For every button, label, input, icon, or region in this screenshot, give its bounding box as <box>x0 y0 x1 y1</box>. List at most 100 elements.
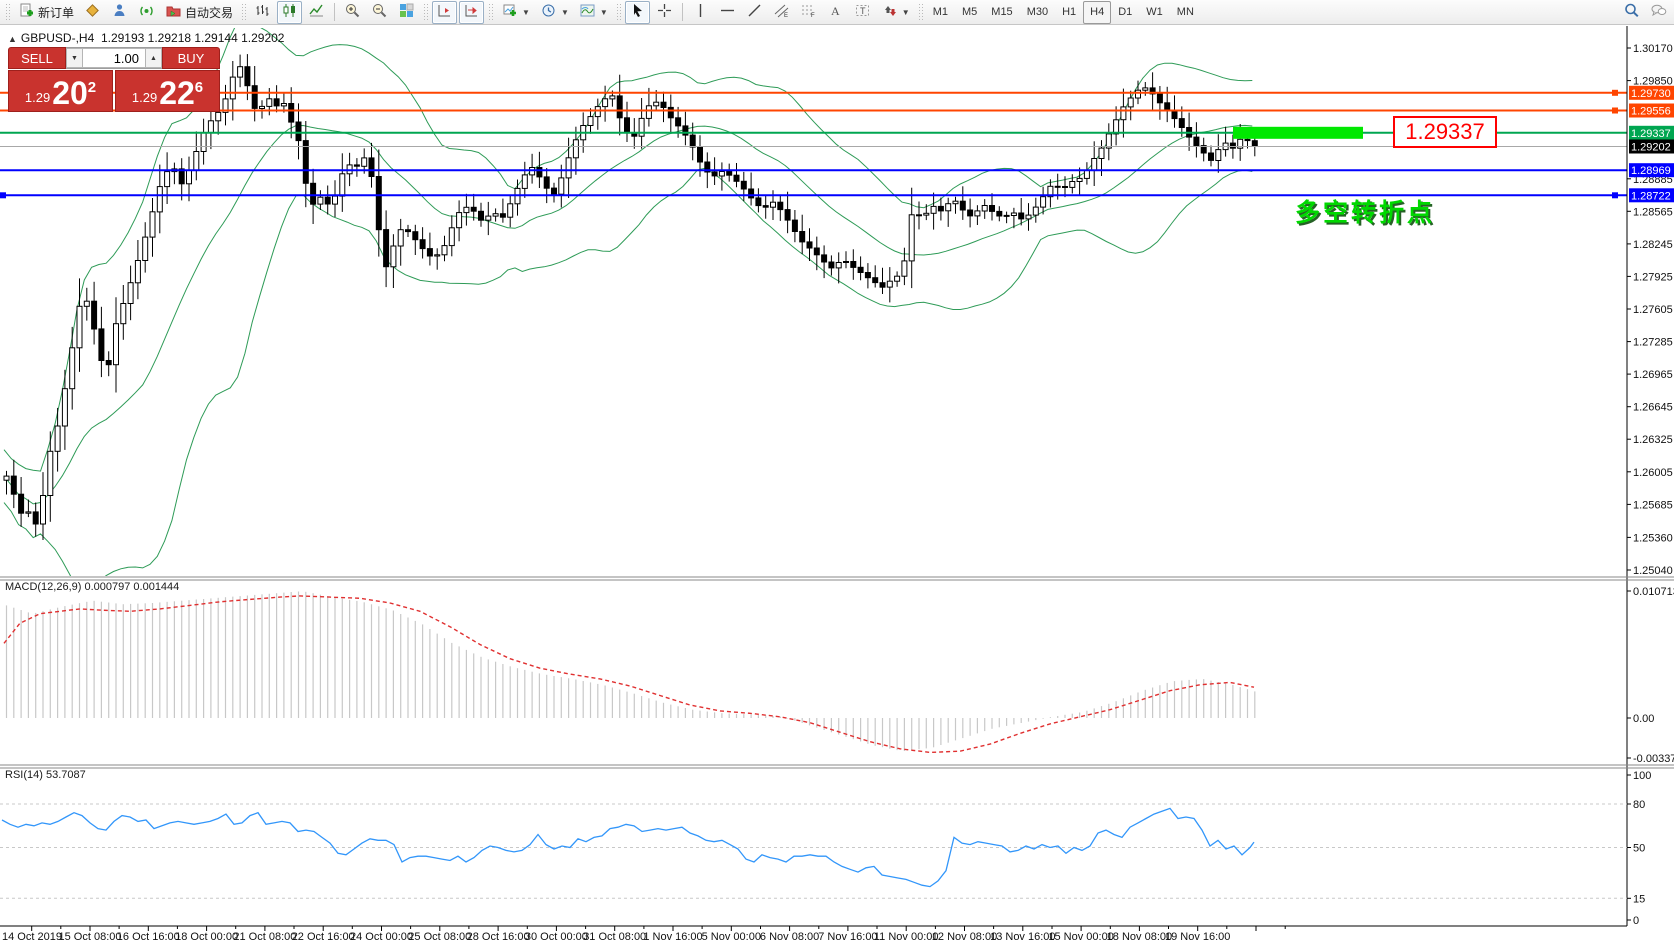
axis-price-badge: 1.28969 <box>1629 163 1674 178</box>
date-tick-label: 14 Oct 2019 <box>2 931 62 943</box>
toolbar-grip[interactable] <box>615 3 621 21</box>
text-label-button[interactable]: T <box>850 1 875 24</box>
date-tick-label: 18 Oct 00:00 <box>175 931 238 943</box>
price-tick-label: 1.27605 <box>1633 304 1673 316</box>
date-tick-label: 6 Nov 08:00 <box>760 931 819 943</box>
sell-price[interactable]: 1.29 20 2 <box>8 70 113 112</box>
highlight-rectangle[interactable] <box>1233 126 1363 139</box>
panel-collapse-icon[interactable]: ▲ <box>8 34 17 44</box>
timeframe-m1-button[interactable]: M1 <box>932 6 948 18</box>
price-tick-label: 1.26325 <box>1633 434 1673 446</box>
buy-button[interactable]: BUY <box>162 47 220 69</box>
crosshair-button[interactable] <box>652 1 677 24</box>
textA-icon: A <box>827 2 844 22</box>
arrows-icon <box>881 2 898 22</box>
line-handle[interactable] <box>1612 107 1618 114</box>
channel-button[interactable]: E <box>769 1 794 24</box>
rsi-axis-label: 0 <box>1633 915 1639 927</box>
arrows-button[interactable]: ▼ <box>877 1 914 24</box>
toolbar-grip[interactable] <box>5 3 10 21</box>
tile-icon <box>398 2 415 22</box>
price-tick-label: 1.26005 <box>1633 467 1673 479</box>
toolbar-separator <box>681 3 683 21</box>
volume-increase-button[interactable]: ▲ <box>145 48 162 68</box>
person-icon <box>111 2 128 22</box>
line-handle[interactable] <box>0 192 6 199</box>
linechart-icon <box>308 2 325 22</box>
new-chart-button[interactable]: ▼ <box>497 1 534 24</box>
chat-button[interactable] <box>1646 1 1671 24</box>
sell-price-main: 20 <box>52 75 88 111</box>
date-tick-label: 15 Oct 08:00 <box>59 931 122 943</box>
metaeditor-button[interactable] <box>107 1 132 24</box>
auto-scroll-button[interactable] <box>459 0 485 24</box>
buy-price-prefix: 1.29 <box>131 90 158 105</box>
chart-title: ▲ GBPUSD-,H4 1.29193 1.29218 1.29144 1.29… <box>8 31 284 45</box>
zoom-out-button[interactable] <box>367 1 392 24</box>
profiles-button[interactable]: ▼ <box>536 1 573 24</box>
chart-shift-button[interactable] <box>432 0 458 24</box>
price-tick-label: 1.26965 <box>1633 369 1673 381</box>
bar-chart-button[interactable] <box>250 1 275 24</box>
date-tick-label: 22 Oct 16:00 <box>292 931 355 943</box>
horizontal-line-button[interactable] <box>715 1 740 24</box>
candle-chart-button[interactable] <box>277 0 303 24</box>
price-tick-label: 1.26645 <box>1633 402 1673 414</box>
fibo-icon: F <box>800 2 817 22</box>
svg-text:1.29556: 1.29556 <box>1631 106 1671 118</box>
axis-price-badge: 1.29202 <box>1629 139 1674 154</box>
cursor-button[interactable] <box>624 0 650 24</box>
timeframe-h4-button[interactable]: H4 <box>1083 0 1112 24</box>
timeframe-m30-button[interactable]: M30 <box>1026 6 1049 18</box>
line-handle[interactable] <box>1612 89 1618 96</box>
trendline-button[interactable] <box>742 1 767 24</box>
autotrade-button[interactable]: 自动交易 <box>161 1 237 24</box>
chevron-down-icon: ▼ <box>560 7 569 17</box>
search-button[interactable] <box>1619 1 1644 24</box>
date-tick-label: 28 Oct 16:00 <box>467 931 530 943</box>
svg-text:T: T <box>860 6 866 16</box>
timeframe-m5-button[interactable]: M5 <box>962 6 978 18</box>
vertical-line-button[interactable] <box>688 1 713 24</box>
macd-signal-line <box>3 595 1255 754</box>
fibonacci-button[interactable]: F <box>796 1 821 24</box>
volume-input[interactable]: 1.00 <box>83 48 145 68</box>
toolbar-grip[interactable] <box>241 3 247 21</box>
timeframe-w1-button[interactable]: W1 <box>1146 6 1163 18</box>
sell-button[interactable]: SELL <box>8 47 66 69</box>
volume-decrease-button[interactable]: ▼ <box>66 48 83 68</box>
quotes-button[interactable] <box>80 1 105 24</box>
macd-indicator-label: MACD(12,26,9) 0.000797 0.001444 <box>5 581 180 593</box>
svg-text:1.29202: 1.29202 <box>1631 142 1671 154</box>
axis-price-badge: 1.29556 <box>1629 103 1674 118</box>
line-chart-button[interactable] <box>304 1 329 24</box>
svg-text:A: A <box>831 4 840 18</box>
chevron-down-icon: ▼ <box>901 7 910 17</box>
line-handle[interactable] <box>1612 192 1618 199</box>
toolbar-grip[interactable] <box>423 3 429 21</box>
price-tick-label: 1.25685 <box>1633 499 1673 511</box>
buy-price[interactable]: 1.29 22 6 <box>115 70 220 112</box>
candles-icon <box>281 2 298 22</box>
date-tick-label: 15 Nov 00:00 <box>1048 931 1113 943</box>
timeframe-m15-button[interactable]: M15 <box>991 6 1013 18</box>
timeframe-h1-button[interactable]: H1 <box>1062 6 1077 18</box>
toolbar-grip[interactable] <box>488 3 494 21</box>
toolbar-grip[interactable] <box>917 3 923 21</box>
timeframe-d1-button[interactable]: D1 <box>1118 6 1133 18</box>
cursor-icon <box>629 2 646 22</box>
timeframe-mn-button[interactable]: MN <box>1176 6 1194 18</box>
text-button[interactable]: A <box>823 1 848 24</box>
signals-button[interactable] <box>134 1 159 24</box>
date-tick-label: 16 Oct 16:00 <box>117 931 180 943</box>
tile-windows-button[interactable] <box>394 1 419 24</box>
svg-text:1.28969: 1.28969 <box>1631 165 1671 177</box>
indicators-button[interactable]: ▼ <box>575 1 612 24</box>
macd-axis-label: -0.003373 <box>1633 753 1674 765</box>
zoom-in-button[interactable] <box>340 1 365 24</box>
new-order-button[interactable]: 新订单 <box>14 1 78 24</box>
svg-text:1.29730: 1.29730 <box>1631 88 1671 100</box>
crosshair-icon <box>656 2 673 22</box>
